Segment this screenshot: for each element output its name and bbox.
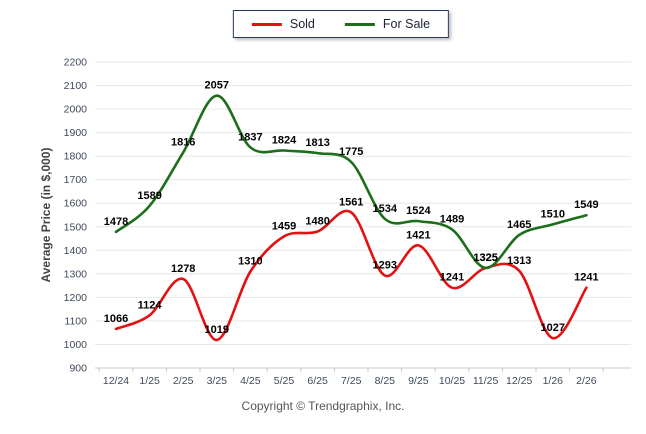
y-tick-label: 1500 xyxy=(64,221,88,233)
data-label: 1027 xyxy=(541,322,565,334)
y-tick-label: 1100 xyxy=(64,315,87,327)
y-tick-label: 2100 xyxy=(64,80,88,92)
data-label: 1561 xyxy=(339,196,363,208)
data-label: 1824 xyxy=(272,135,297,147)
data-label: 1066 xyxy=(104,313,128,325)
data-label: 1534 xyxy=(373,203,398,215)
y-tick-label: 1600 xyxy=(64,198,88,210)
data-label: 1325 xyxy=(473,252,497,264)
y-tick-label: 2200 xyxy=(64,57,88,69)
y-tick-label: 1400 xyxy=(64,245,88,257)
data-label: 1019 xyxy=(205,324,229,336)
data-label: 1241 xyxy=(440,272,464,284)
data-label: 1813 xyxy=(305,137,329,149)
data-label: 1310 xyxy=(238,256,262,268)
x-tick-label: 8/25 xyxy=(375,375,396,387)
x-tick-label: 1/26 xyxy=(543,375,564,387)
x-tick-label: 12/24 xyxy=(103,375,129,387)
y-tick-label: 1800 xyxy=(64,151,88,163)
x-tick-label: 2/26 xyxy=(576,375,597,387)
x-tick-label: 6/25 xyxy=(307,375,328,387)
data-label: 1589 xyxy=(137,190,161,202)
data-label: 1775 xyxy=(339,146,363,158)
data-label: 1816 xyxy=(171,136,195,148)
data-label: 1241 xyxy=(574,272,598,284)
data-label: 1549 xyxy=(574,199,598,211)
sold-line-swatch xyxy=(251,22,282,26)
for-sale-line xyxy=(114,94,588,270)
data-label: 1313 xyxy=(507,255,531,267)
data-label: 1480 xyxy=(305,216,329,228)
for-sale-line-swatch xyxy=(344,22,375,26)
x-tick-label: 2/25 xyxy=(173,375,194,387)
legend-label-sold: Sold xyxy=(289,17,315,31)
data-label: 1510 xyxy=(541,208,565,220)
data-label: 2057 xyxy=(205,80,229,92)
y-tick-label: 1300 xyxy=(64,268,88,280)
x-tick-label: 12/25 xyxy=(506,375,532,387)
data-label: 1465 xyxy=(507,219,531,231)
data-label: 1837 xyxy=(238,131,262,143)
sold-line xyxy=(114,209,588,342)
data-label: 1459 xyxy=(272,220,296,232)
x-tick-label: 4/25 xyxy=(240,375,261,387)
y-tick-label: 1200 xyxy=(64,292,88,304)
data-label: 1124 xyxy=(138,299,163,311)
data-label: 1293 xyxy=(373,260,397,272)
legend-label-for-sale: For Sale xyxy=(382,17,431,31)
legend-item-for-sale: For Sale xyxy=(344,17,431,31)
x-tick-label: 10/25 xyxy=(439,375,465,387)
y-tick-label: 1700 xyxy=(64,174,88,186)
x-tick-label: 5/25 xyxy=(274,375,295,387)
data-label: 1478 xyxy=(104,216,128,228)
y-tick-label: 1000 xyxy=(64,339,88,351)
x-tick-label: 7/25 xyxy=(341,375,362,387)
legend-item-sold: Sold xyxy=(251,17,315,31)
data-label: 1524 xyxy=(406,205,431,217)
x-tick-label: 1/25 xyxy=(139,375,160,387)
y-tick-label: 2000 xyxy=(64,104,88,116)
x-tick-label: 9/25 xyxy=(408,375,429,387)
data-label: 1421 xyxy=(406,229,430,241)
data-label: 1489 xyxy=(440,213,464,225)
x-tick-label: 11/25 xyxy=(473,375,499,387)
y-tick-label: 1900 xyxy=(64,127,88,139)
copyright-text: Copyright © Trendgraphix, Inc. xyxy=(241,399,405,413)
x-tick-label: 3/25 xyxy=(207,375,228,387)
legend: Sold For Sale xyxy=(232,10,450,38)
data-label: 1278 xyxy=(171,263,195,275)
data-label: 1325 xyxy=(473,252,497,264)
y-tick-label: 900 xyxy=(69,363,87,375)
